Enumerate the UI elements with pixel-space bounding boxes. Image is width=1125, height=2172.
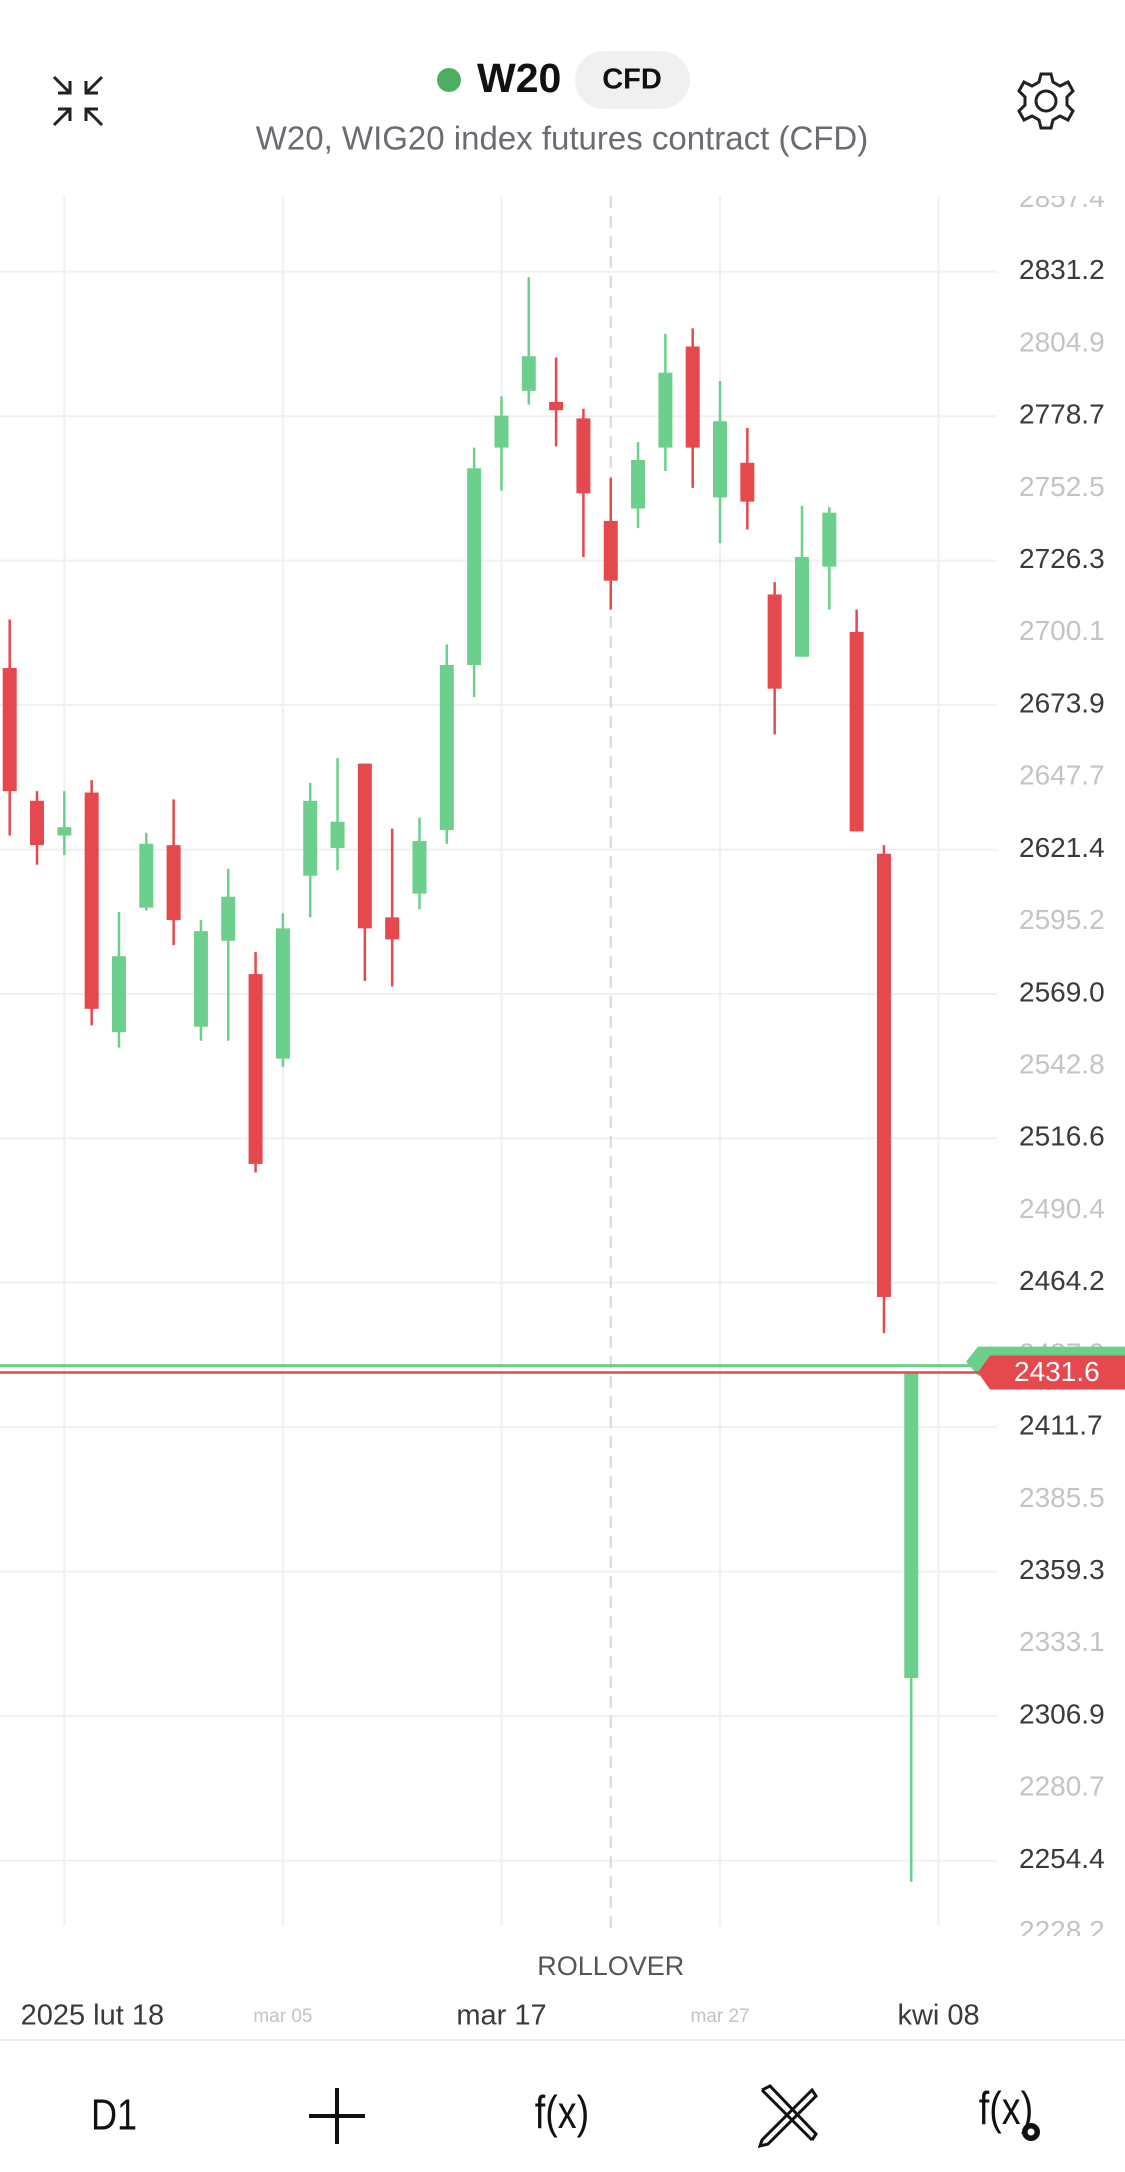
status-dot bbox=[437, 68, 461, 92]
candle-body bbox=[794, 556, 809, 657]
y-tick-label: 2464.2 bbox=[1019, 1265, 1105, 1296]
candle-body bbox=[111, 956, 126, 1033]
candle-body bbox=[275, 928, 290, 1059]
y-tick-label: 2673.9 bbox=[1019, 687, 1105, 718]
indicators-button[interactable]: f(x) bbox=[535, 2087, 589, 2138]
candle-body bbox=[631, 460, 646, 509]
y-tick-label: 2306.9 bbox=[1019, 1698, 1105, 1729]
y-tick-label: 2411.7 bbox=[1019, 1410, 1103, 1441]
candle-body bbox=[248, 974, 263, 1164]
x-tick-label: kwi 08 bbox=[897, 2000, 979, 2032]
y-tick-label: 2569.0 bbox=[1019, 976, 1105, 1007]
candle-body bbox=[767, 594, 782, 689]
drawing-tools-button[interactable] bbox=[757, 2084, 818, 2149]
add-button[interactable] bbox=[309, 2088, 365, 2144]
subtitle: W20, WIG20 index futures contract (CFD) bbox=[256, 120, 869, 157]
y-tick-label: 2333.1 bbox=[1019, 1626, 1105, 1657]
candle-body bbox=[876, 853, 891, 1297]
candle-body bbox=[166, 845, 181, 921]
candle-body bbox=[303, 800, 318, 876]
y-tick-label: 2831.2 bbox=[1019, 254, 1105, 285]
y-tick-label: 2647.7 bbox=[1019, 760, 1105, 791]
candle-body bbox=[658, 372, 673, 448]
x-tick-label: mar 17 bbox=[456, 2000, 546, 2032]
candle-body bbox=[467, 468, 482, 665]
candle-body bbox=[221, 896, 236, 941]
y-tick-label: 2621.4 bbox=[1019, 832, 1105, 863]
candle-body bbox=[494, 415, 509, 448]
price-tag bbox=[978, 1355, 1125, 1390]
candle-body bbox=[713, 421, 728, 498]
x-tick-label: 2025 lut 18 bbox=[21, 2000, 165, 2032]
candle-body bbox=[84, 792, 99, 1009]
symbol: W20 bbox=[477, 55, 561, 101]
candle-body bbox=[849, 631, 864, 832]
collapse-icon[interactable] bbox=[52, 75, 104, 127]
candle-body bbox=[357, 763, 372, 929]
candle-body bbox=[193, 931, 208, 1027]
y-tick-label: 2228.2 bbox=[1019, 1915, 1105, 1946]
y-tick-label: 2516.6 bbox=[1019, 1121, 1105, 1152]
candle-body bbox=[330, 821, 345, 848]
y-tick-label: 2804.9 bbox=[1019, 326, 1105, 357]
small-gear-icon bbox=[1022, 2123, 1040, 2141]
y-tick-label: 2778.7 bbox=[1019, 399, 1105, 430]
plot: 2857.4 2831.2 2804.9 2778.7 2752.5 2726.3 2700… bbox=[0, 182, 1105, 2018]
candle-body bbox=[30, 800, 45, 846]
badge-bg bbox=[575, 51, 690, 109]
candle-body bbox=[2, 668, 17, 792]
candle-body bbox=[57, 827, 72, 836]
candle-body bbox=[385, 917, 400, 940]
timeframe-button[interactable]: D1 bbox=[91, 2090, 137, 2139]
y-tick-label: 2280.7 bbox=[1019, 1771, 1105, 1802]
candle-body bbox=[549, 401, 564, 411]
y-tick-label: 2595.2 bbox=[1019, 904, 1105, 935]
y-tick-label: 2202.0 bbox=[1019, 1987, 1105, 2018]
y-tick-label: 2385.5 bbox=[1019, 1482, 1105, 1513]
y-tick-label: 2359.3 bbox=[1019, 1554, 1105, 1585]
candle-body bbox=[139, 843, 154, 908]
candle-body bbox=[685, 346, 700, 448]
candle-body bbox=[521, 356, 536, 391]
price-tag-label: 2431.6 bbox=[1014, 1356, 1100, 1387]
rollover-label: ROLLOVER bbox=[537, 1951, 684, 1981]
candle-body bbox=[822, 512, 837, 567]
y-tick-label: 2542.8 bbox=[1019, 1049, 1105, 1080]
candle-body bbox=[576, 418, 591, 494]
badge: CFD bbox=[602, 64, 662, 96]
candle-body bbox=[904, 1372, 919, 1678]
y-tick-label: 2857.4 bbox=[1019, 182, 1105, 213]
y-tick-label: 2752.5 bbox=[1019, 471, 1105, 502]
candle-body bbox=[603, 520, 618, 581]
candle-body bbox=[740, 462, 755, 502]
candle-body bbox=[412, 841, 427, 894]
settings-icon[interactable] bbox=[1017, 72, 1075, 130]
y-tick-label: 2254.4 bbox=[1019, 1843, 1105, 1874]
y-tick-label: 2726.3 bbox=[1019, 543, 1105, 574]
indicator-settings-button[interactable]: f(x) bbox=[979, 2083, 1033, 2134]
candle-body bbox=[439, 664, 454, 831]
y-tick-label: 2490.4 bbox=[1019, 1193, 1105, 1224]
x-tick-label: mar 05 bbox=[253, 2006, 312, 2027]
x-tick-label: mar 27 bbox=[690, 2006, 749, 2027]
y-tick-label: 2700.1 bbox=[1019, 615, 1105, 646]
